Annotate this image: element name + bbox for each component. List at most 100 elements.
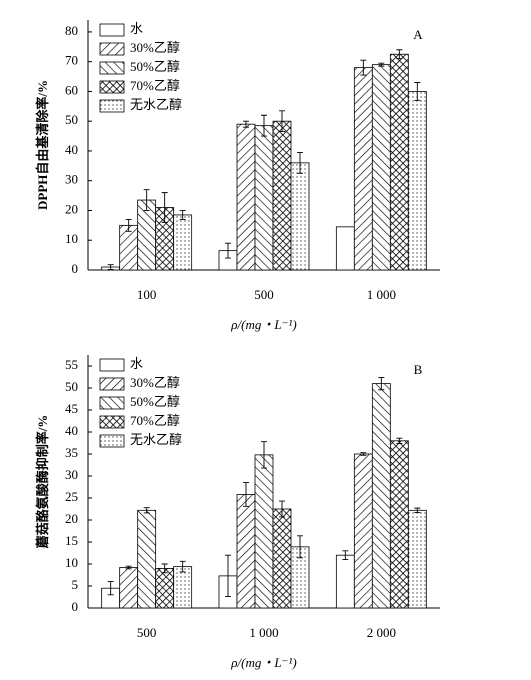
legend-label: 30%乙醇 xyxy=(130,40,180,55)
legend-swatch xyxy=(99,415,125,429)
bar xyxy=(335,226,355,271)
annotation: B xyxy=(414,362,423,377)
y-tick-label: 25 xyxy=(65,489,78,504)
y-tick-label: 50 xyxy=(65,112,78,127)
bar xyxy=(407,509,427,609)
bar xyxy=(290,162,310,271)
error-bar xyxy=(125,565,132,570)
y-axis-label: DPPH自由基清除率/% xyxy=(35,80,50,210)
legend-label: 70%乙醇 xyxy=(130,78,180,93)
legend-label: 水 xyxy=(130,356,143,371)
y-tick-label: 40 xyxy=(65,142,78,157)
y-tick-label: 45 xyxy=(65,401,78,416)
x-axis-label: ρ/(mg・L⁻¹) xyxy=(230,317,296,332)
error-bar xyxy=(161,563,168,574)
x-tick-label: 1 000 xyxy=(367,287,396,302)
legend-swatch xyxy=(99,99,125,113)
y-tick-label: 50 xyxy=(65,379,78,394)
y-tick-label: 0 xyxy=(72,599,79,614)
y-tick-label: 10 xyxy=(65,231,78,246)
bar xyxy=(353,67,373,271)
legend-label: 无水乙醇 xyxy=(130,432,182,447)
y-tick-label: 0 xyxy=(72,261,79,276)
error-bar xyxy=(243,482,249,507)
legend-label: 无水乙醇 xyxy=(130,97,182,112)
y-tick-label: 20 xyxy=(65,511,78,526)
y-tick-label: 35 xyxy=(65,445,78,460)
legend-label: 30%乙醇 xyxy=(130,375,180,390)
bar xyxy=(119,224,139,271)
legend-label: 70%乙醇 xyxy=(130,413,180,428)
y-tick-label: 55 xyxy=(65,357,78,372)
y-tick-label: 60 xyxy=(65,82,78,97)
error-bar xyxy=(243,120,249,128)
legend-label: 50%乙醇 xyxy=(130,394,180,409)
error-bar xyxy=(125,218,132,232)
x-tick-label: 100 xyxy=(137,287,157,302)
error-bar xyxy=(107,264,114,270)
y-tick-label: 70 xyxy=(65,53,78,68)
bar xyxy=(353,453,373,609)
error-bar xyxy=(107,581,114,596)
legend-swatch xyxy=(99,377,125,391)
bar xyxy=(137,509,157,609)
error-bar xyxy=(179,560,186,573)
bar xyxy=(236,494,256,609)
x-tick-label: 1 000 xyxy=(249,625,278,640)
error-bar xyxy=(143,189,150,211)
error-bar xyxy=(279,500,285,518)
y-tick-label: 20 xyxy=(65,201,78,216)
x-tick-label: 2 000 xyxy=(367,625,396,640)
x-tick-label: 500 xyxy=(254,287,274,302)
error-bar xyxy=(378,62,385,67)
bar xyxy=(389,440,409,609)
legend-swatch xyxy=(99,61,125,75)
legend-swatch xyxy=(99,23,125,37)
bar xyxy=(254,454,274,609)
y-tick-label: 5 xyxy=(72,577,79,592)
error-bar xyxy=(225,554,231,598)
legend-swatch xyxy=(99,396,125,410)
y-tick-label: 15 xyxy=(65,533,78,548)
x-axis-label: ρ/(mg・L⁻¹) xyxy=(230,655,296,670)
legend-label: 水 xyxy=(130,21,143,36)
error-bar xyxy=(179,210,186,220)
error-bar xyxy=(360,452,367,456)
error-bar xyxy=(396,437,403,444)
error-bar xyxy=(414,82,421,101)
error-bar xyxy=(261,441,267,469)
bar xyxy=(272,508,292,609)
annotation: A xyxy=(413,27,423,42)
legend-label: 50%乙醇 xyxy=(130,59,180,74)
error-bar xyxy=(414,507,421,513)
legend-swatch xyxy=(99,358,125,372)
error-bar xyxy=(279,110,285,133)
x-tick-label: 500 xyxy=(137,625,157,640)
legend-swatch xyxy=(99,42,125,56)
error-bar xyxy=(360,59,367,76)
bar xyxy=(236,123,256,271)
error-bar xyxy=(225,242,231,259)
bar xyxy=(371,64,391,271)
error-bar xyxy=(143,507,150,514)
legend-swatch xyxy=(99,80,125,94)
y-tick-label: 30 xyxy=(65,467,78,482)
bar xyxy=(155,568,175,609)
bar xyxy=(173,214,193,271)
bar xyxy=(173,566,193,609)
bar xyxy=(371,383,391,609)
bar xyxy=(119,567,139,609)
bar xyxy=(272,120,292,271)
y-tick-label: 30 xyxy=(65,172,78,187)
error-bar xyxy=(342,550,349,561)
bar xyxy=(389,53,409,271)
bar xyxy=(254,125,274,271)
y-axis-label: 蘑菇酪氨酸酶抑制率/% xyxy=(35,415,50,549)
y-tick-label: 40 xyxy=(65,423,78,438)
error-bar xyxy=(378,376,385,391)
error-bar xyxy=(396,49,403,60)
error-bar xyxy=(261,114,267,137)
bar xyxy=(407,91,427,271)
